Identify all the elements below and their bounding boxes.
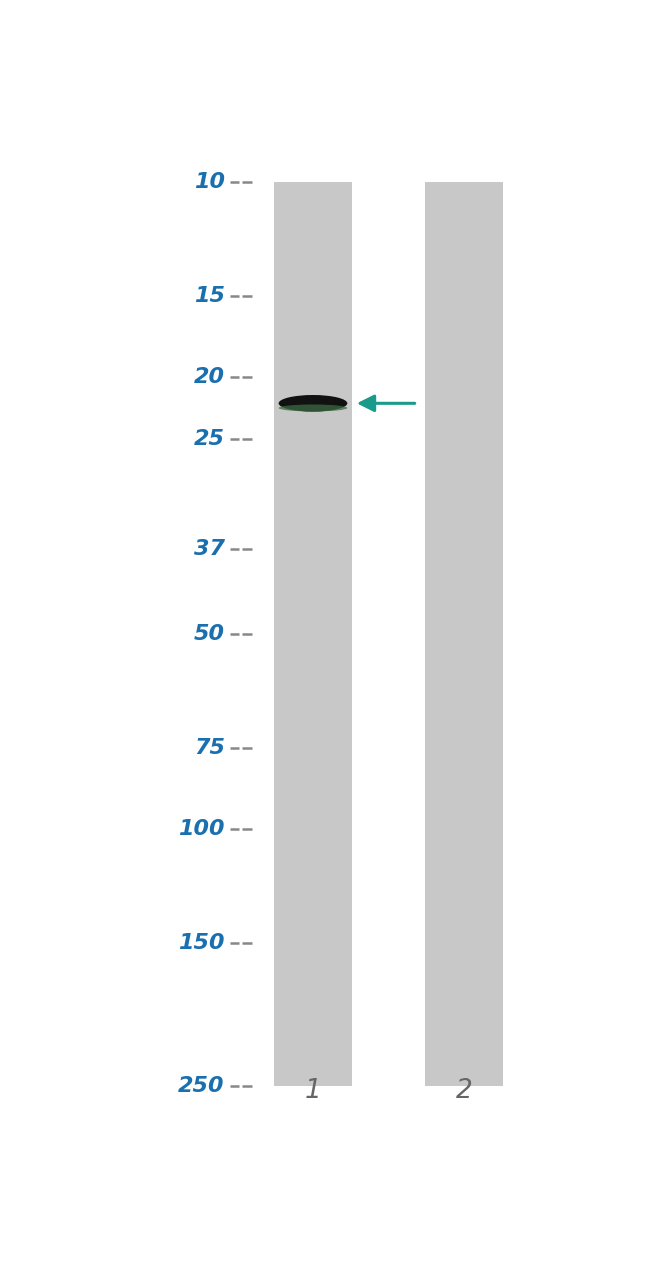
Ellipse shape [279, 395, 347, 411]
Text: 15: 15 [194, 286, 225, 306]
Text: 25: 25 [194, 429, 225, 450]
Text: 20: 20 [194, 367, 225, 386]
Text: 75: 75 [194, 738, 225, 758]
Text: 10: 10 [194, 171, 225, 192]
Text: 100: 100 [178, 819, 225, 838]
Ellipse shape [279, 404, 347, 411]
Text: 1: 1 [305, 1078, 321, 1104]
Text: 37: 37 [194, 540, 225, 559]
Text: 50: 50 [194, 624, 225, 644]
Text: 250: 250 [178, 1076, 225, 1096]
Text: 150: 150 [178, 932, 225, 952]
Text: 2: 2 [456, 1078, 473, 1104]
Bar [425, 182, 503, 1086]
Bar [274, 182, 352, 1086]
